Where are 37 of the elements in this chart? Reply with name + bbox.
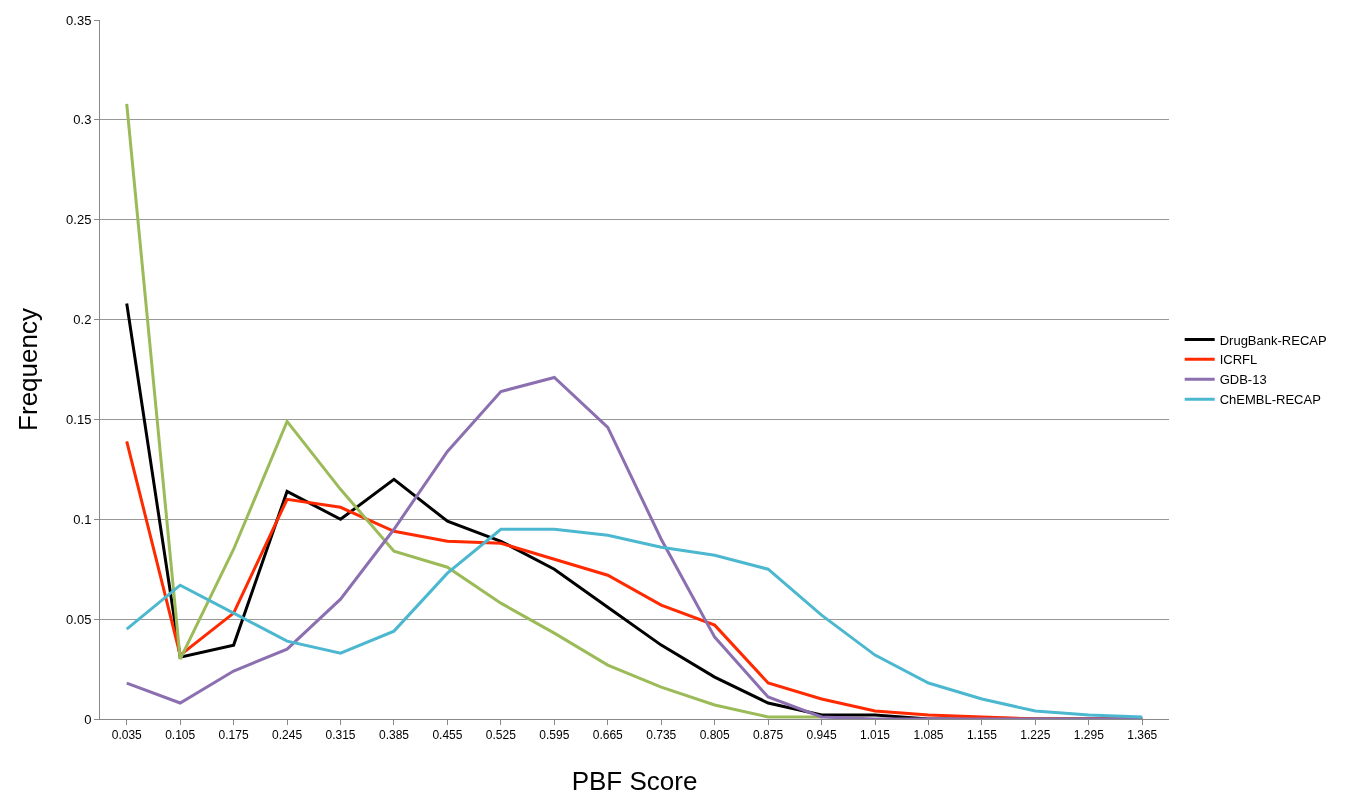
x-tick-label: 0.035 bbox=[111, 728, 143, 743]
x-tick-label: 0.805 bbox=[699, 728, 731, 743]
x-tick-label: 0.245 bbox=[272, 728, 303, 743]
x-tick-label: 0.175 bbox=[218, 728, 249, 743]
legend-label: ICRFL bbox=[1219, 352, 1258, 368]
y-tick-label: 0 bbox=[84, 711, 92, 727]
line-series bbox=[125, 102, 824, 719]
x-tick-label: 1.155 bbox=[966, 728, 998, 743]
x-tick-label: 0.385 bbox=[378, 728, 410, 743]
x-axis-title: PBF Score bbox=[571, 766, 698, 797]
x-tick-label: 0.455 bbox=[432, 728, 463, 743]
y-tick-label: 0.05 bbox=[66, 611, 92, 627]
x-tick-label: 0.875 bbox=[753, 728, 784, 743]
x-tick-label: 0.735 bbox=[646, 728, 677, 743]
x-tick-label: 0.595 bbox=[539, 728, 570, 743]
x-tick-label: 0.665 bbox=[592, 728, 624, 743]
legend-label: DrugBank-RECAP bbox=[1219, 332, 1327, 348]
legend-label: ChEMBL-RECAP bbox=[1219, 392, 1321, 408]
y-tick-label: 0.25 bbox=[66, 212, 92, 228]
legend-label: GDB-13 bbox=[1219, 372, 1267, 388]
line-series bbox=[125, 527, 1144, 719]
y-tick-label: 0.3 bbox=[73, 112, 92, 128]
y-tick-label: 0.2 bbox=[73, 312, 92, 328]
x-tick-label: 0.945 bbox=[806, 728, 837, 743]
y-tick-label: 0.1 bbox=[73, 511, 92, 527]
x-tick-label: 1.085 bbox=[913, 728, 944, 743]
x-tick-label: 1.015 bbox=[860, 728, 891, 743]
y-axis-title: Frequency bbox=[13, 308, 44, 431]
y-tick-label: 0.35 bbox=[66, 12, 92, 28]
y-tick-label: 0.15 bbox=[66, 411, 92, 427]
x-tick-label: 0.315 bbox=[325, 728, 356, 743]
x-tick-label: 0.105 bbox=[165, 728, 196, 743]
x-tick-label: 1.295 bbox=[1073, 728, 1105, 743]
x-tick-label: 1.365 bbox=[1127, 728, 1158, 743]
x-tick-label: 0.525 bbox=[485, 728, 517, 743]
x-tick-label: 1.225 bbox=[1020, 728, 1051, 743]
line-series bbox=[125, 375, 1144, 719]
